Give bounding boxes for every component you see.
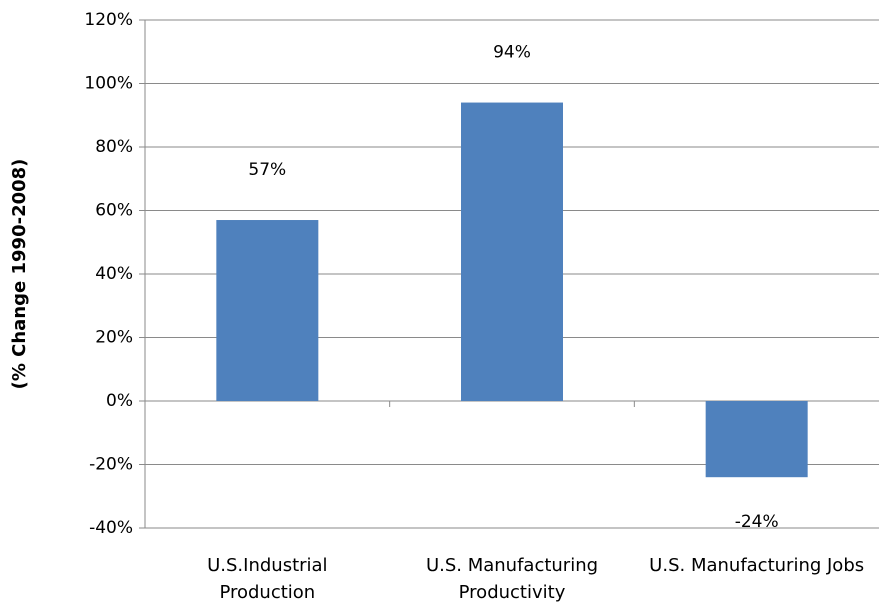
y-tick-label: 20% xyxy=(95,328,133,348)
bar xyxy=(705,401,808,478)
data-label: -24% xyxy=(735,512,779,532)
y-tick-label: -20% xyxy=(89,455,133,475)
bar xyxy=(216,220,319,401)
x-tick-label: U.S. Manufacturing Jobs xyxy=(649,555,865,576)
y-tick-label: 60% xyxy=(95,201,133,221)
y-tick-label: 40% xyxy=(95,264,133,284)
bar xyxy=(461,102,563,402)
y-axis-title: (% Change 1990-2008) xyxy=(9,159,30,390)
x-tick-label: U.S.Industrial Production xyxy=(207,555,328,603)
y-tick-label: 120% xyxy=(84,10,133,30)
x-tick-label: U.S. Manufacturing Productivity xyxy=(425,555,599,603)
y-tick-label: 100% xyxy=(84,74,133,94)
data-label: 57% xyxy=(248,160,286,180)
y-tick-label: 0% xyxy=(106,391,133,411)
y-tick-label: 80% xyxy=(95,137,133,157)
y-tick-label: -40% xyxy=(89,518,133,538)
data-label: 94% xyxy=(493,43,531,63)
